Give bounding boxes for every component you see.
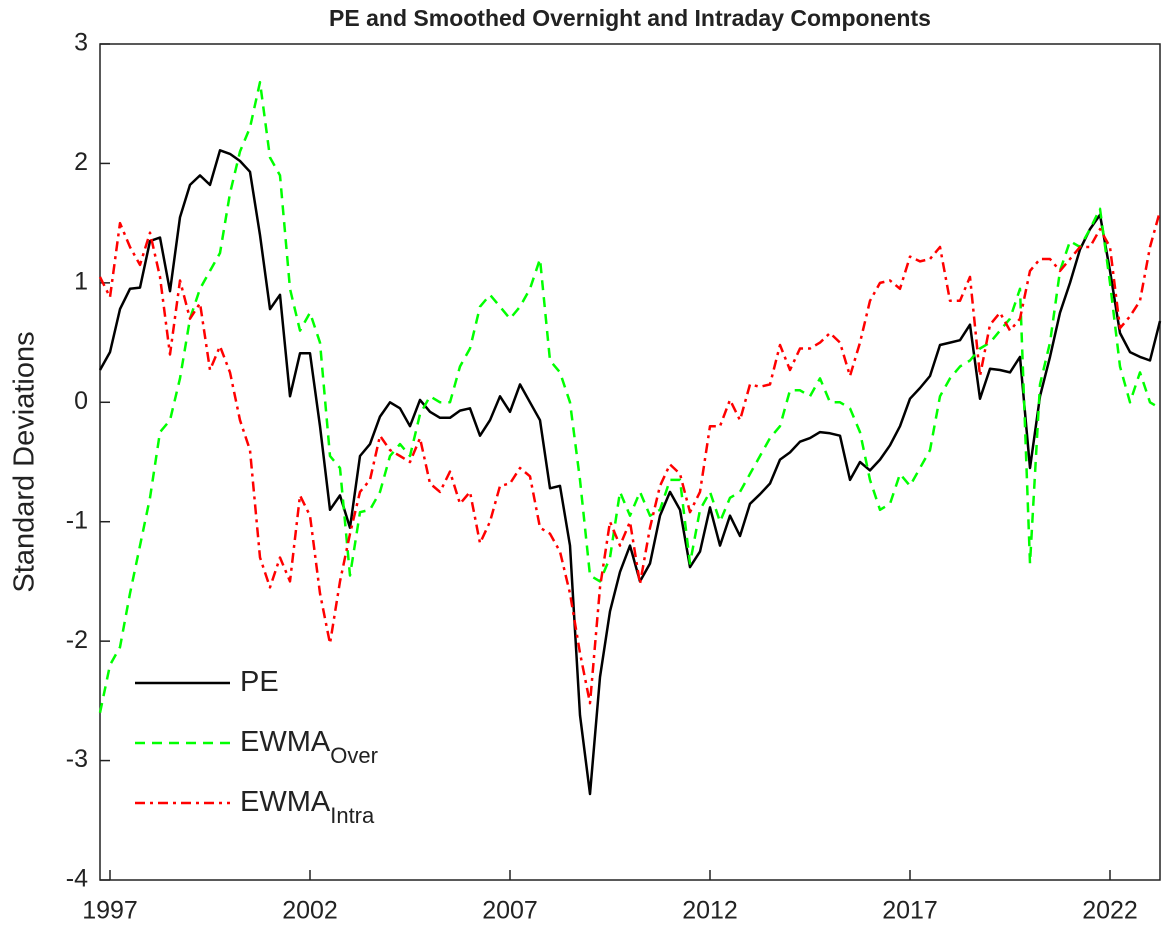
legend-subscript: Over [330,743,378,768]
x-tick-label: 2007 [482,897,538,925]
legend-label: PE [240,666,279,698]
legend-label: EWMAOver [240,726,378,768]
y-tick-label: -2 [66,626,88,654]
y-axis-label: Standard Deviations [9,331,41,592]
series-line [98,149,1162,796]
chart-title: PE and Smoothed Overnight and Intraday C… [329,5,931,31]
series-line [98,80,1161,714]
y-tick-label: 0 [74,387,88,415]
y-tick-label: 1 [74,267,88,295]
x-tick-label: 2002 [282,897,338,925]
plot-frame [99,43,1161,881]
legend-subscript: Intra [330,803,375,828]
legend-name: EWMA [240,786,331,818]
x-tick-label: 2012 [682,897,738,925]
x-tick-label: 2017 [882,897,938,925]
y-tick-label: -4 [66,865,88,893]
y-tick-label: 2 [74,148,88,176]
series-line [98,210,1162,705]
y-tick-label: -3 [66,745,88,773]
x-tick-label: 2022 [1082,897,1138,925]
legend-label: EWMAIntra [240,786,375,828]
legend-name: PE [240,666,279,698]
y-tick-label: -1 [66,506,88,534]
legend-name: EWMA [240,726,331,758]
y-tick-label: 3 [74,29,88,57]
x-tick-label: 1997 [82,897,138,925]
